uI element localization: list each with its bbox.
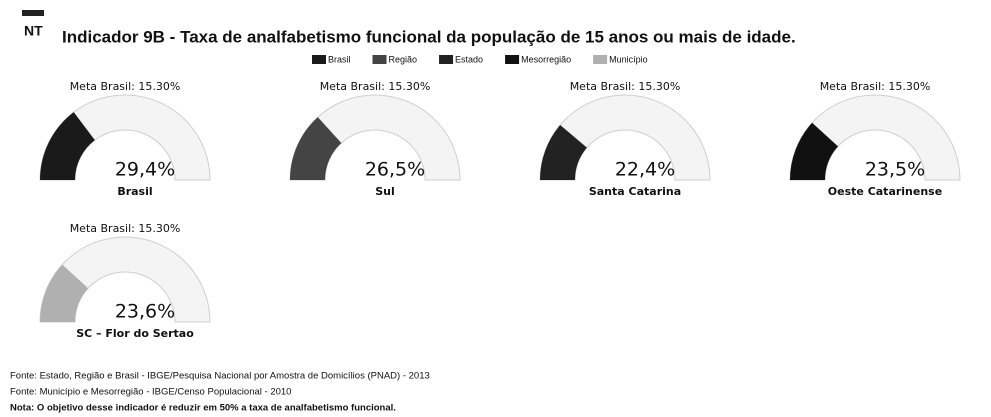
gauge-name: SC – Flor do Sertao bbox=[76, 327, 194, 340]
gauge-value: 23,5% bbox=[865, 159, 925, 181]
logo: NT bbox=[24, 23, 43, 39]
gauge-value: 22,4% bbox=[615, 159, 675, 181]
legend-swatch bbox=[593, 55, 608, 64]
target-label: Meta Brasil: 15.30% bbox=[70, 80, 181, 93]
gauge-value: 26,5% bbox=[365, 159, 425, 181]
gauge-value: 23,6% bbox=[115, 301, 175, 323]
chart-title: Indicador 9B - Taxa de analfabetismo fun… bbox=[62, 27, 796, 46]
footnote: Fonte: Município e Mesorregião - IBGE/Ce… bbox=[10, 387, 291, 398]
gauge-track bbox=[39, 236, 211, 323]
gauge-name: Brasil bbox=[117, 185, 152, 198]
legend-swatch bbox=[372, 55, 387, 64]
target-label: Meta Brasil: 15.30% bbox=[320, 80, 431, 93]
legend-swatch bbox=[439, 55, 454, 64]
legend-label: Mesorregião bbox=[521, 54, 571, 64]
gauge-fill bbox=[540, 125, 587, 180]
gauge-fill bbox=[290, 117, 342, 180]
gauge-track bbox=[539, 94, 711, 181]
gauge-track bbox=[789, 94, 961, 181]
gauge-value: 29,4% bbox=[115, 159, 175, 181]
footnote: Fonte: Estado, Região e Brasil - IBGE/Pe… bbox=[10, 371, 430, 382]
gauge-track bbox=[39, 94, 211, 181]
target-label: Meta Brasil: 15.30% bbox=[570, 80, 681, 93]
target-label: Meta Brasil: 15.30% bbox=[820, 80, 931, 93]
legend-label: Região bbox=[389, 54, 418, 64]
legend-label: Brasil bbox=[328, 54, 351, 64]
logo-bar bbox=[22, 10, 44, 16]
legend-swatch bbox=[505, 55, 520, 64]
legend-label: Município bbox=[609, 54, 648, 64]
gauge-name: Sul bbox=[375, 185, 395, 198]
target-label: Meta Brasil: 15.30% bbox=[70, 222, 181, 235]
gauge-name: Santa Catarina bbox=[589, 185, 681, 198]
legend-swatch bbox=[312, 55, 326, 64]
gauge-name: Oeste Catarinense bbox=[828, 185, 942, 198]
gauge-fill bbox=[790, 122, 839, 180]
gauge-track bbox=[289, 94, 461, 181]
gauge-fill bbox=[40, 264, 89, 322]
gauge-fill bbox=[40, 112, 95, 180]
footnote: Nota: O objetivo desse indicador é reduz… bbox=[10, 403, 396, 414]
legend-label: Estado bbox=[455, 54, 483, 64]
